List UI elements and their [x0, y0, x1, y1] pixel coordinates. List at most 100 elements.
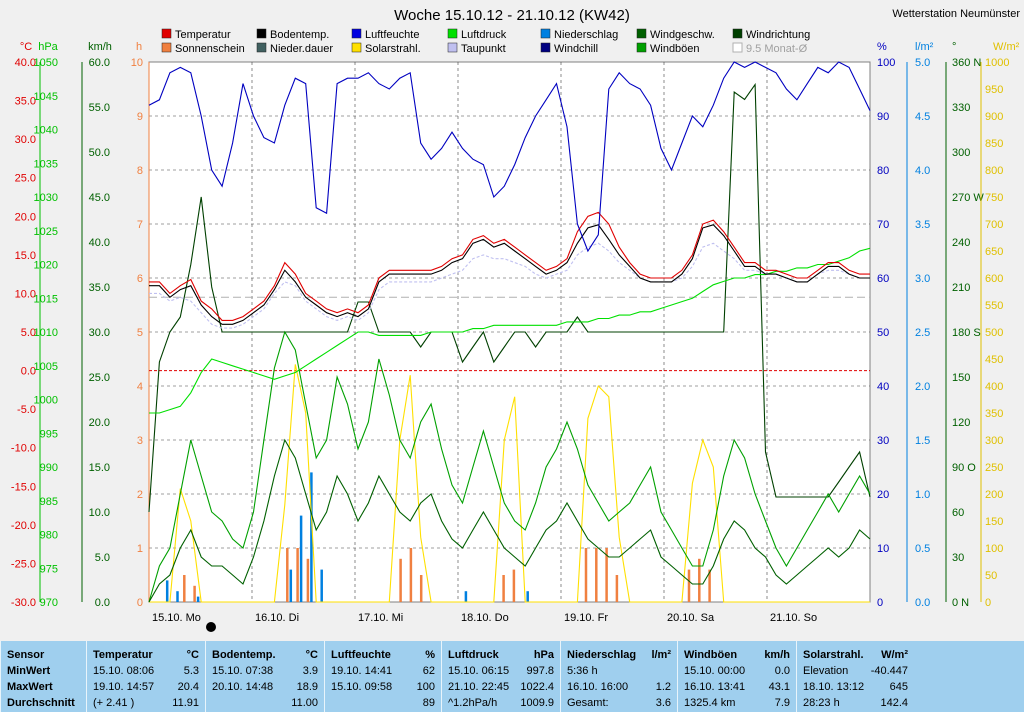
stats-row: Durchschnitt [7, 695, 80, 711]
tick-label-right: 180 S [952, 327, 981, 339]
tick-label-left: 1 [137, 543, 143, 555]
tick-label-left: 1040 [34, 125, 58, 137]
stats-cell-value: 1022.4 [520, 681, 554, 693]
tick-label-left: 10.0 [89, 507, 110, 519]
sunshine-bar [595, 548, 598, 602]
tick-label-right: 70 [877, 219, 889, 231]
tick-label-left: 25.0 [15, 173, 36, 185]
axis-unit-right: l/m² [915, 41, 934, 53]
tick-label-left: 15.0 [15, 250, 36, 262]
stats-cell-label: Elevation [803, 665, 849, 677]
legend-swatch [447, 42, 458, 53]
tick-label-left: 1020 [34, 260, 58, 272]
x-tick-label: 15.10. Mo [152, 612, 201, 624]
tick-label-right: 850 [985, 138, 1003, 150]
legend-swatch [732, 28, 743, 39]
tick-label-left: 975 [40, 563, 58, 575]
sunshine-bar [708, 569, 711, 602]
sunshine-bar [502, 575, 505, 602]
tick-label-right: 750 [985, 192, 1003, 204]
tick-label-left: -10.0 [11, 443, 36, 455]
stats-header: Luftdruck hPa [448, 647, 554, 663]
tick-label-left: 7 [137, 219, 143, 231]
sunshine-bar [399, 558, 402, 602]
stats-column: Luftdruck hPa 15.10. 06:15 997.8 21.10. 22:4… [441, 641, 560, 712]
tick-label-right: 900 [985, 111, 1003, 123]
stats-cell-value: 5.3 [183, 665, 199, 677]
stats-cell-label: 15.10. 07:38 [212, 665, 274, 677]
tick-label-left: 50.0 [89, 147, 110, 159]
tick-label-left: 10.0 [15, 288, 36, 300]
stats-row: Elevation -40.447 [803, 663, 908, 679]
sunshine-bar [605, 548, 608, 602]
sunshine-bar [306, 558, 310, 602]
stats-cell-value: 62 [422, 665, 435, 677]
series-line-windrichtung [148, 82, 871, 513]
stats-cell-value: 11.91 [172, 697, 199, 709]
stats-cell-label: 19.10. 14:57 [93, 681, 155, 693]
tick-label-left: 15.0 [89, 462, 110, 474]
legend-label: Taupunkt [461, 43, 506, 55]
tick-label-right: 100 [877, 57, 895, 69]
tick-label-right: 120 [952, 417, 970, 429]
tick-label-right: 300 [952, 147, 970, 159]
stats-cell-label: Windböen [684, 649, 738, 661]
tick-label-left: 1025 [34, 226, 58, 238]
stats-cell-label: Sensor [7, 649, 45, 661]
series-line-windben [148, 330, 871, 603]
stats-row: 15.10. 08:06 5.3 [93, 663, 199, 679]
stats-header: Niederschlag l/m² [567, 647, 671, 663]
tick-label-right: 1000 [985, 57, 1009, 69]
stats-cell-label: 16.10. 13:41 [684, 681, 746, 693]
stats-row: 1325.4 km 7.9 [684, 695, 790, 711]
legend-label: Nieder.dauer [270, 43, 333, 55]
stats-column: Niederschlag l/m² 5:36 h 16.10. 16:00 1.2 Ges… [560, 641, 677, 712]
stats-cell-label: ^1.2hPa/h [448, 697, 498, 709]
tick-label-right: 330 [952, 102, 970, 114]
tick-label-right: 250 [985, 462, 1003, 474]
tick-label-left: 2 [137, 489, 143, 501]
tick-label-right: 0 N [952, 597, 969, 609]
stats-cell-value: 18.9 [296, 681, 318, 693]
legend-swatch [256, 42, 267, 53]
stats-cell-label: 15.10. 06:15 [448, 665, 510, 677]
stats-cell-label: Gesamt: [567, 697, 609, 709]
tick-label-right: 10 [877, 543, 889, 555]
tick-label-left: 3 [137, 435, 143, 447]
stats-cell-label: 28:23 h [803, 697, 840, 709]
stats-cell-value: 7.9 [774, 697, 790, 709]
stats-cell-value: 0.0 [774, 665, 790, 677]
stats-cell-label: Niederschlag [567, 649, 637, 661]
legend-swatch [161, 28, 172, 39]
tick-label-right: 650 [985, 246, 1003, 258]
legend-label: Windböen [650, 43, 700, 55]
stats-cell-value: 1.2 [655, 681, 671, 693]
moon-phase-icon [206, 622, 216, 632]
rain-bar [299, 515, 303, 602]
tick-label-right: 3.5 [915, 219, 930, 231]
stats-cell-label: Bodentemp. [212, 649, 276, 661]
stats-cell-value: 11.00 [291, 697, 318, 709]
stats-cell-value: hPa [533, 649, 554, 661]
stats-row: (+ 2.41 ) 11.91 [93, 695, 199, 711]
tick-label-right: 1.5 [915, 435, 930, 447]
tick-label-left: 45.0 [89, 192, 110, 204]
rain-bar [464, 591, 468, 602]
legend-label: Luftdruck [461, 29, 507, 41]
tick-label-right: 0 [985, 597, 991, 609]
tick-label-left: 0.0 [21, 366, 36, 378]
legend-swatch [351, 42, 362, 53]
tick-label-right: 800 [985, 165, 1003, 177]
stats-cell-value: l/m² [651, 649, 671, 661]
tick-label-right: 0.0 [915, 597, 930, 609]
stats-row: MinWert [7, 663, 80, 679]
rain-bar [196, 596, 200, 602]
x-tick-label: 18.10. Do [461, 612, 509, 624]
series-line-luftdruck [149, 247, 871, 414]
tick-label-right: 100 [985, 543, 1003, 555]
legend-swatch [540, 42, 551, 53]
stats-row: 15.10. 00:00 0.0 [684, 663, 790, 679]
legend-swatch [540, 28, 551, 39]
x-tick-label: 17.10. Mi [358, 612, 403, 624]
axis-unit-left: hPa [38, 41, 58, 53]
